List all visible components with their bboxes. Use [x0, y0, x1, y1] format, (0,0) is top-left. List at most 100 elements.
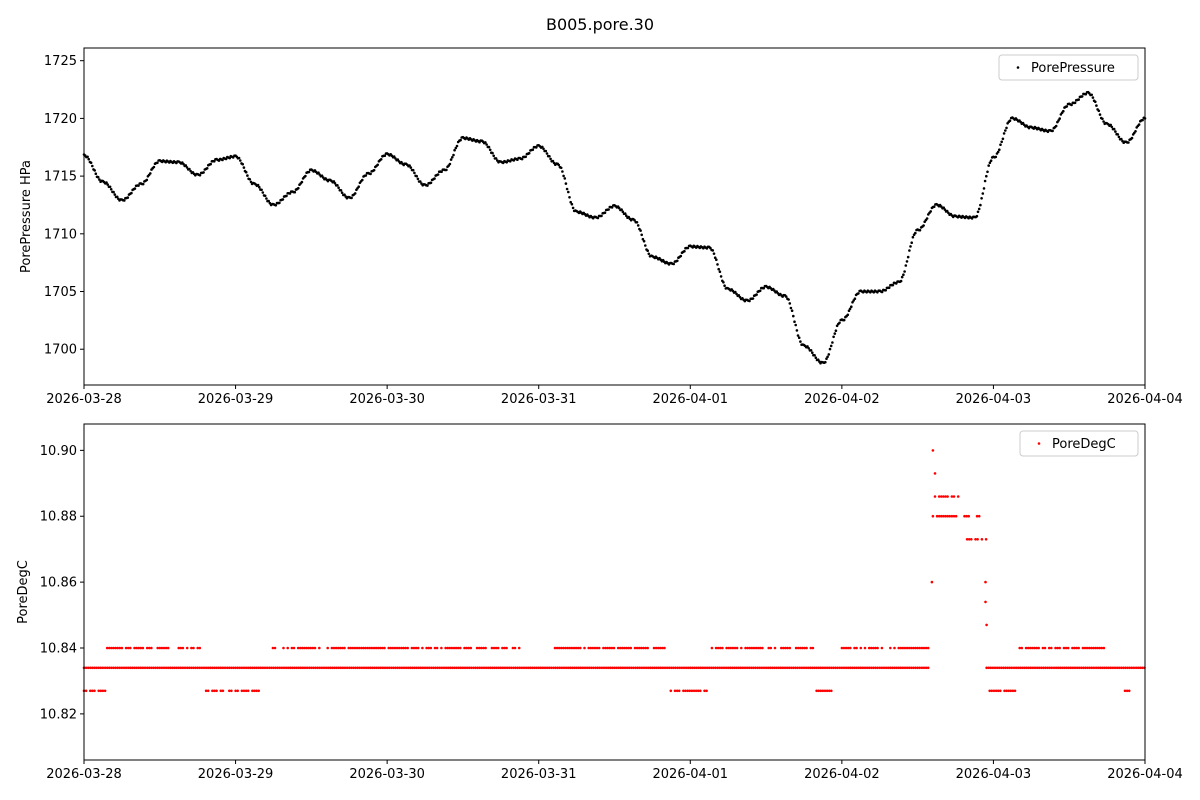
legend-marker	[1037, 442, 1041, 445]
y-tick-label: 1725	[44, 54, 77, 69]
data-point	[517, 646, 521, 650]
data-point	[899, 666, 903, 670]
data-point	[209, 162, 212, 166]
x-tick-label: 2026-03-29	[198, 767, 274, 782]
data-point	[649, 666, 652, 670]
legend: PorePressure	[998, 54, 1139, 81]
data-point	[364, 646, 367, 650]
data-point	[674, 666, 677, 670]
data-point	[574, 646, 578, 650]
data-point	[345, 666, 349, 670]
data-point	[1073, 101, 1077, 105]
data-point	[290, 646, 294, 650]
data-point	[976, 538, 979, 541]
data-point	[705, 666, 709, 670]
data-point	[743, 666, 747, 670]
data-point	[453, 148, 456, 152]
data-point	[564, 666, 568, 670]
data-point	[604, 646, 607, 650]
data-point	[221, 689, 225, 693]
data-point	[723, 284, 726, 288]
data-point	[402, 666, 406, 670]
data-point	[646, 249, 649, 252]
data-point	[454, 646, 458, 650]
data-point	[204, 689, 208, 693]
data-point	[876, 646, 879, 650]
data-point	[1141, 118, 1144, 122]
data-point	[689, 666, 692, 670]
data-point	[804, 666, 808, 670]
data-point	[1128, 666, 1131, 670]
data-point	[672, 262, 675, 266]
data-point	[603, 211, 607, 214]
data-point	[695, 666, 698, 670]
data-point	[219, 666, 223, 670]
data-point	[485, 143, 488, 146]
data-point	[336, 184, 339, 187]
data-point	[123, 199, 126, 202]
data-point	[198, 646, 202, 650]
data-point	[996, 689, 1000, 693]
data-point	[690, 689, 694, 693]
data-point	[1117, 135, 1121, 139]
data-point	[568, 196, 571, 199]
data-point	[417, 666, 421, 670]
data-point	[350, 196, 353, 200]
data-point	[435, 646, 439, 650]
data-point	[544, 149, 548, 153]
data-point	[756, 666, 759, 670]
data-point	[499, 666, 503, 670]
data-point	[145, 178, 149, 182]
data-point	[308, 666, 311, 670]
data-point	[242, 689, 246, 693]
data-point	[411, 666, 414, 670]
data-point	[678, 666, 682, 670]
data-point	[211, 666, 214, 670]
data-point	[160, 666, 164, 670]
data-point	[792, 666, 795, 670]
data-point	[402, 646, 405, 650]
data-point	[994, 155, 998, 159]
data-point	[379, 666, 383, 670]
data-point	[1016, 666, 1020, 670]
data-point	[684, 689, 687, 693]
data-point	[793, 320, 796, 324]
data-point	[744, 646, 747, 650]
data-point	[488, 148, 492, 152]
data-point	[748, 646, 752, 650]
data-point	[901, 666, 905, 670]
data-point	[213, 160, 216, 163]
data-point	[642, 666, 646, 670]
data-point	[940, 514, 943, 518]
data-point	[103, 666, 107, 670]
data-point	[731, 666, 734, 670]
data-point	[592, 666, 595, 670]
data-point	[593, 646, 597, 650]
data-point	[1105, 666, 1108, 670]
data-point	[404, 666, 408, 670]
data-point	[501, 646, 504, 650]
data-points	[82, 90, 1147, 365]
data-point	[679, 254, 683, 258]
data-point	[337, 666, 341, 670]
data-point	[432, 666, 435, 670]
data-point	[735, 666, 738, 670]
data-point	[297, 186, 300, 190]
data-point	[348, 666, 351, 670]
data-point	[141, 182, 145, 186]
data-point	[1123, 689, 1127, 693]
data-point	[373, 666, 376, 670]
data-point	[225, 666, 229, 670]
data-point	[1126, 666, 1129, 670]
data-point	[693, 666, 696, 670]
data-point	[996, 150, 1000, 154]
data-point	[148, 646, 151, 650]
data-point	[110, 666, 113, 670]
data-point	[494, 646, 498, 650]
data-point	[118, 646, 122, 650]
data-point	[192, 646, 195, 650]
data-point	[747, 666, 751, 670]
data-point	[295, 666, 298, 670]
data-point	[989, 666, 993, 670]
data-point	[712, 666, 715, 670]
